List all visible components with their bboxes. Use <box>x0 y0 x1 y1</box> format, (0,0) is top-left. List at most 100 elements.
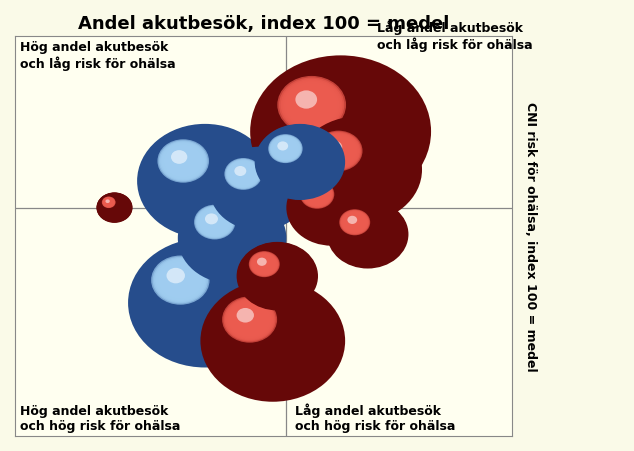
Circle shape <box>320 136 387 193</box>
Circle shape <box>347 216 363 229</box>
Circle shape <box>300 96 360 147</box>
Circle shape <box>108 202 110 203</box>
Circle shape <box>254 59 425 203</box>
Circle shape <box>249 252 301 296</box>
Circle shape <box>282 82 385 168</box>
Circle shape <box>251 253 278 276</box>
Circle shape <box>309 188 345 218</box>
Circle shape <box>106 201 112 205</box>
Circle shape <box>204 214 249 252</box>
Circle shape <box>108 202 115 208</box>
Circle shape <box>204 283 341 398</box>
Circle shape <box>290 153 294 156</box>
Circle shape <box>229 163 257 186</box>
Circle shape <box>108 202 115 208</box>
Circle shape <box>240 312 259 328</box>
Circle shape <box>257 258 272 271</box>
Circle shape <box>174 154 192 169</box>
Circle shape <box>207 216 243 247</box>
Circle shape <box>160 265 235 327</box>
Circle shape <box>165 268 229 322</box>
Circle shape <box>217 154 297 221</box>
Circle shape <box>325 140 352 163</box>
Circle shape <box>287 150 299 161</box>
Circle shape <box>340 153 358 167</box>
Circle shape <box>214 291 325 385</box>
Circle shape <box>343 213 366 233</box>
Circle shape <box>261 262 283 281</box>
Circle shape <box>264 67 411 191</box>
Circle shape <box>204 284 339 397</box>
Circle shape <box>296 118 421 222</box>
Circle shape <box>172 274 218 313</box>
Circle shape <box>256 125 344 200</box>
Circle shape <box>232 165 255 184</box>
Circle shape <box>289 172 373 243</box>
Circle shape <box>148 254 253 343</box>
Circle shape <box>220 227 226 231</box>
Circle shape <box>107 201 118 211</box>
Circle shape <box>273 74 399 180</box>
Circle shape <box>301 97 322 114</box>
Circle shape <box>205 215 224 230</box>
Circle shape <box>277 77 346 134</box>
Circle shape <box>337 150 362 171</box>
Circle shape <box>259 128 339 195</box>
Circle shape <box>288 152 296 158</box>
Circle shape <box>100 195 128 220</box>
Circle shape <box>301 97 358 145</box>
Circle shape <box>192 204 266 267</box>
Circle shape <box>238 170 249 179</box>
Circle shape <box>143 129 265 232</box>
Circle shape <box>205 214 218 225</box>
Circle shape <box>313 191 321 198</box>
Circle shape <box>110 204 112 206</box>
Circle shape <box>358 225 365 231</box>
Circle shape <box>105 199 113 206</box>
Circle shape <box>341 154 356 166</box>
Circle shape <box>221 228 223 230</box>
Circle shape <box>302 183 354 227</box>
Circle shape <box>265 68 410 189</box>
Circle shape <box>318 195 332 207</box>
Circle shape <box>178 157 214 188</box>
Circle shape <box>102 197 115 209</box>
Circle shape <box>312 106 342 131</box>
Circle shape <box>322 114 328 119</box>
Circle shape <box>272 138 299 161</box>
Circle shape <box>178 278 183 283</box>
Circle shape <box>105 200 120 212</box>
Circle shape <box>209 287 333 392</box>
Circle shape <box>152 258 247 337</box>
Circle shape <box>290 174 370 241</box>
Circle shape <box>157 140 245 214</box>
Circle shape <box>186 199 275 274</box>
Circle shape <box>209 217 221 228</box>
Circle shape <box>200 211 229 235</box>
Circle shape <box>171 273 220 314</box>
Circle shape <box>306 101 351 138</box>
Circle shape <box>311 189 342 216</box>
Circle shape <box>262 66 413 193</box>
Circle shape <box>281 80 342 132</box>
Circle shape <box>218 154 296 220</box>
Circle shape <box>307 186 327 203</box>
Circle shape <box>309 189 325 201</box>
Circle shape <box>281 146 307 167</box>
Circle shape <box>163 266 198 295</box>
Circle shape <box>229 163 281 206</box>
Circle shape <box>167 270 226 319</box>
Circle shape <box>310 189 343 217</box>
Circle shape <box>287 151 298 160</box>
Circle shape <box>104 199 122 214</box>
Circle shape <box>161 143 205 180</box>
Circle shape <box>161 265 199 296</box>
Circle shape <box>303 123 411 214</box>
Circle shape <box>110 204 113 207</box>
Circle shape <box>151 136 253 221</box>
Circle shape <box>226 160 261 189</box>
Circle shape <box>300 181 357 229</box>
Circle shape <box>256 61 422 200</box>
Circle shape <box>154 138 249 218</box>
Circle shape <box>180 195 283 281</box>
